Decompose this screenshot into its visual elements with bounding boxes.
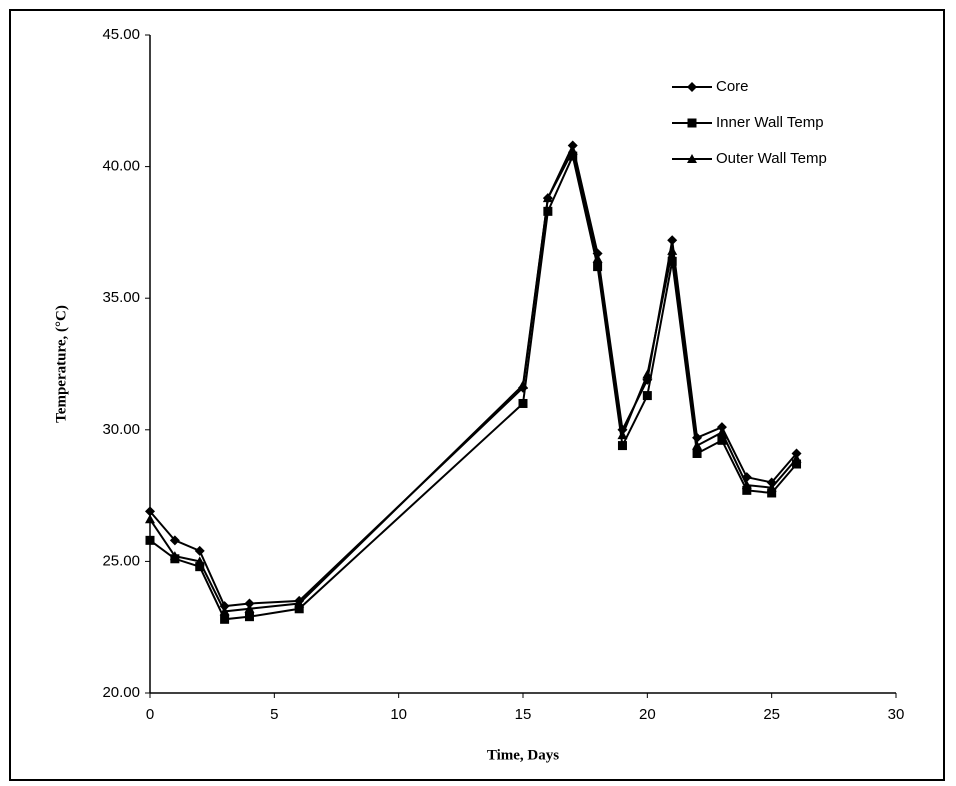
x-tick-label: 25: [763, 706, 780, 723]
y-tick-label: 35.00: [102, 289, 140, 306]
marker-diamond: [716, 422, 727, 433]
marker-square: [568, 151, 578, 161]
legend-marker: [687, 118, 697, 128]
marker-triangle: [766, 482, 777, 492]
marker-square: [543, 206, 553, 216]
marker-square: [145, 535, 155, 545]
marker-triangle: [194, 556, 205, 566]
y-tick-label: 45.00: [102, 26, 140, 43]
x-tick-label: 20: [639, 706, 656, 723]
marker-diamond: [169, 535, 180, 546]
x-tick-label: 0: [146, 706, 154, 723]
y-tick-label: 20.00: [102, 684, 140, 701]
marker-square: [220, 614, 230, 624]
marker-diamond: [219, 601, 230, 612]
marker-triangle: [741, 480, 752, 490]
chart-frame: [9, 9, 945, 781]
marker-triangle: [617, 430, 628, 440]
marker-triangle: [692, 440, 703, 450]
marker-triangle: [219, 606, 230, 616]
marker-square: [593, 262, 603, 272]
marker-square: [667, 256, 677, 266]
marker-triangle: [592, 253, 603, 263]
marker-square: [195, 562, 205, 572]
legend-label: Core: [716, 78, 749, 95]
marker-square: [617, 441, 627, 451]
marker-triangle: [518, 380, 528, 390]
marker-diamond: [567, 140, 578, 151]
legend-marker: [687, 82, 697, 92]
series-line: [149, 147, 798, 613]
legend-label: Inner Wall Temp: [716, 114, 824, 131]
marker-triangle: [145, 514, 155, 524]
marker-triangle: [642, 369, 653, 379]
marker-triangle: [542, 193, 553, 203]
x-tick-label: 15: [515, 706, 532, 723]
y-tick-label: 40.00: [102, 158, 140, 175]
marker-triangle: [667, 245, 678, 255]
y-axis-title: Temperature, (°C): [53, 305, 69, 423]
marker-square: [767, 488, 777, 498]
marker-diamond: [244, 598, 255, 609]
marker-triangle: [716, 427, 727, 437]
marker-diamond: [667, 235, 678, 246]
marker-square: [518, 398, 528, 408]
marker-square: [692, 448, 702, 458]
marker-triangle: [791, 453, 802, 463]
series-line: [149, 152, 798, 621]
marker-square: [792, 459, 802, 469]
marker-triangle: [244, 603, 255, 613]
x-axis-title: Time, Days: [487, 747, 559, 763]
x-tick-label: 5: [270, 706, 278, 723]
marker-square: [717, 435, 727, 445]
legend-marker: [687, 154, 697, 163]
x-tick-label: 30: [888, 706, 905, 723]
marker-diamond: [194, 545, 205, 556]
x-tick-label: 10: [390, 706, 407, 723]
marker-triangle: [169, 551, 180, 561]
legend-label: Outer Wall Temp: [716, 150, 827, 167]
y-tick-label: 25.00: [102, 552, 140, 569]
marker-square: [294, 604, 304, 614]
marker-diamond: [145, 506, 155, 517]
marker-triangle: [294, 598, 305, 608]
marker-square: [642, 391, 652, 401]
marker-square: [244, 612, 254, 622]
y-tick-label: 30.00: [102, 421, 140, 438]
series-line: [149, 142, 798, 608]
marker-square: [742, 485, 752, 495]
marker-triangle: [567, 145, 578, 155]
marker-diamond: [791, 448, 802, 459]
